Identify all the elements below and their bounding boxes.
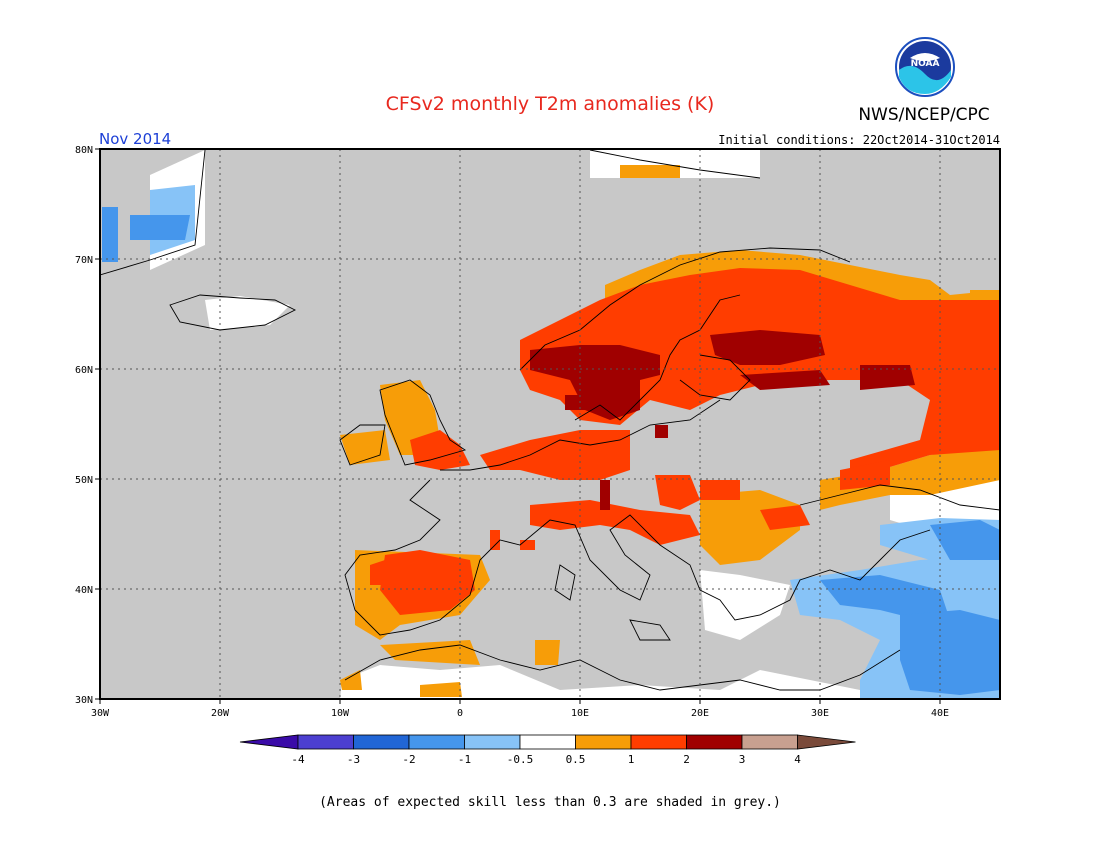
- colorbar-label: 0.5: [566, 753, 586, 766]
- colorbar-label: 2: [683, 753, 690, 766]
- noaa-logo-text: NOAA: [911, 59, 940, 69]
- colorbar-label: 4: [794, 753, 801, 766]
- lat-tick: 70N: [75, 255, 93, 266]
- lat-axis: 80N 70N 60N 50N 40N 30N: [75, 145, 100, 706]
- colorbar-swatch: [630, 734, 687, 750]
- agency-label: NWS/NCEP/CPC: [858, 105, 989, 125]
- colorbar-swatch: [464, 734, 521, 750]
- colorbar-label: 3: [739, 753, 746, 766]
- skill-footnote: (Areas of expected skill less than 0.3 a…: [319, 795, 781, 810]
- lon-tick: 30W: [91, 708, 110, 719]
- lon-tick: 20W: [211, 708, 230, 719]
- lon-tick: 0: [457, 708, 463, 719]
- noaa-logo: NOAA: [895, 37, 955, 97]
- coastlines: [100, 149, 1000, 691]
- colorbar-swatch: [408, 734, 465, 750]
- colorbar: -4 -3 -2 -1 -0.5 0.5 1 2 3 4: [239, 734, 856, 766]
- lon-tick: 10W: [331, 708, 350, 719]
- colorbar-swatch: [575, 734, 632, 750]
- lat-tick: 40N: [75, 585, 93, 596]
- colorbar-label: -1: [458, 753, 471, 766]
- colorbar-swatch: [297, 734, 354, 750]
- colorbar-swatch: [741, 734, 798, 750]
- colorbar-swatch: [519, 734, 576, 750]
- month-label: Nov 2014: [99, 130, 171, 148]
- colorbar-label: 1: [628, 753, 635, 766]
- colorbar-arrow-high: [797, 734, 856, 750]
- initial-conditions: Initial conditions: 22Oct2014-31Oct2014: [718, 133, 1000, 147]
- lon-tick: 20E: [691, 708, 709, 719]
- gridlines: [100, 149, 1000, 699]
- map-frame: [99, 148, 1001, 700]
- colorbar-swatch: [686, 734, 743, 750]
- colorbar-label: -0.5: [507, 753, 534, 766]
- colorbar-arrow-low: [239, 734, 299, 750]
- lon-tick: 30E: [811, 708, 829, 719]
- lat-tick: 60N: [75, 365, 93, 376]
- lat-tick: 30N: [75, 695, 93, 706]
- colorbar-label: -3: [347, 753, 360, 766]
- lat-tick: 80N: [75, 145, 93, 156]
- lon-tick: 10E: [571, 708, 589, 719]
- chart-title: CFSv2 monthly T2m anomalies (K): [386, 93, 715, 115]
- colorbar-swatch: [353, 734, 410, 750]
- colorbar-label: -2: [402, 753, 415, 766]
- lon-tick: 40E: [931, 708, 949, 719]
- lat-tick: 50N: [75, 475, 93, 486]
- colorbar-label: -4: [291, 753, 305, 766]
- map-area: [100, 149, 1000, 699]
- lon-axis: 30W 20W 10W 0 10E 20E 30E 40E: [91, 699, 949, 719]
- anomaly-fields: [102, 150, 1000, 699]
